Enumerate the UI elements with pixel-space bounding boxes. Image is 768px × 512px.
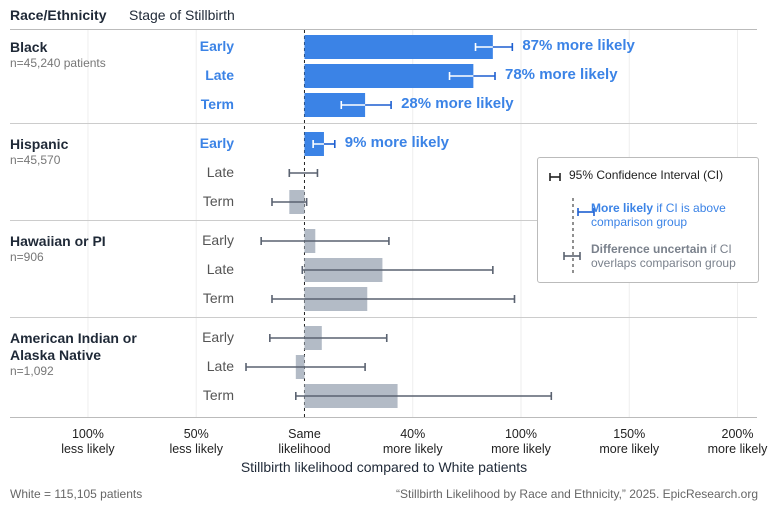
stage-label: Late <box>205 67 234 83</box>
bar <box>304 35 493 59</box>
error-bar <box>295 392 553 400</box>
stage-label: Early <box>202 232 234 248</box>
stage-label: Term <box>202 290 234 306</box>
value-label: 28% more likely <box>401 95 514 112</box>
header-stage: Stage of Stillbirth <box>129 7 235 23</box>
group-note: n=45,240 patients <box>10 56 106 70</box>
legend-icons <box>549 173 595 274</box>
stage-label: Early <box>199 38 234 54</box>
stage-label: Early <box>199 135 234 151</box>
value-label: 9% more likely <box>344 134 450 151</box>
legend-item: More likely if CI is above comparison gr… <box>591 201 751 229</box>
x-tick-label: 150% more likely <box>599 427 660 456</box>
error-bar <box>271 198 308 206</box>
legend-item: Difference uncertain if CI overlaps comp… <box>591 242 751 270</box>
group-name: American Indian or Alaska Native <box>10 330 137 363</box>
legend-item-text: if CI overlaps comparison group <box>591 242 736 270</box>
legend-item-bold: Difference uncertain <box>591 242 708 256</box>
legend-item-bold: More likely <box>591 201 654 215</box>
x-tick-label: 200% more likely <box>707 427 768 456</box>
x-tick-label: 100% more likely <box>491 427 551 456</box>
error-bar <box>269 334 388 342</box>
group-note: n=906 <box>10 250 44 264</box>
group-note: n=1,092 <box>10 364 54 378</box>
error-bar <box>271 295 516 303</box>
group-note: n=45,570 <box>10 153 61 167</box>
x-axis-title: Stillbirth likelihood compared to White … <box>240 459 528 475</box>
stage-label: Term <box>200 96 234 112</box>
value-label: 87% more likely <box>522 37 635 54</box>
header-group: Race/Ethnicity <box>10 7 107 23</box>
x-tick-label: 50% less likely <box>169 427 223 456</box>
stage-label: Late <box>206 358 234 374</box>
legend-item-text: if CI is above comparison group <box>591 201 726 229</box>
stage-label: Late <box>206 164 234 180</box>
stage-label: Early <box>202 329 234 345</box>
x-tick-label: 40% more likely <box>382 427 443 456</box>
stage-label: Term <box>202 193 234 209</box>
stage-label: Term <box>202 387 234 403</box>
error-bar <box>288 169 319 177</box>
error-bar <box>301 266 494 274</box>
bar <box>304 64 474 88</box>
legend-title: 95% Confidence Interval (CI) <box>569 168 724 182</box>
error-bar <box>245 363 366 371</box>
value-label: 78% more likely <box>505 66 618 83</box>
error-bar <box>260 237 390 245</box>
group-name: Hispanic <box>10 136 69 152</box>
x-tick-label: 100% less likely <box>61 427 115 456</box>
source: “Stillbirth Likelihood by Race and Ethni… <box>396 487 758 501</box>
legend: 95% Confidence Interval (CI) More likely … <box>537 157 759 283</box>
group-name: Hawaiian or PI <box>10 233 106 249</box>
stage-label: Late <box>206 261 234 277</box>
group-name: Black <box>10 39 48 55</box>
footnote: White = 115,105 patients <box>10 487 143 501</box>
x-tick-label: Same likelihood <box>278 427 331 456</box>
